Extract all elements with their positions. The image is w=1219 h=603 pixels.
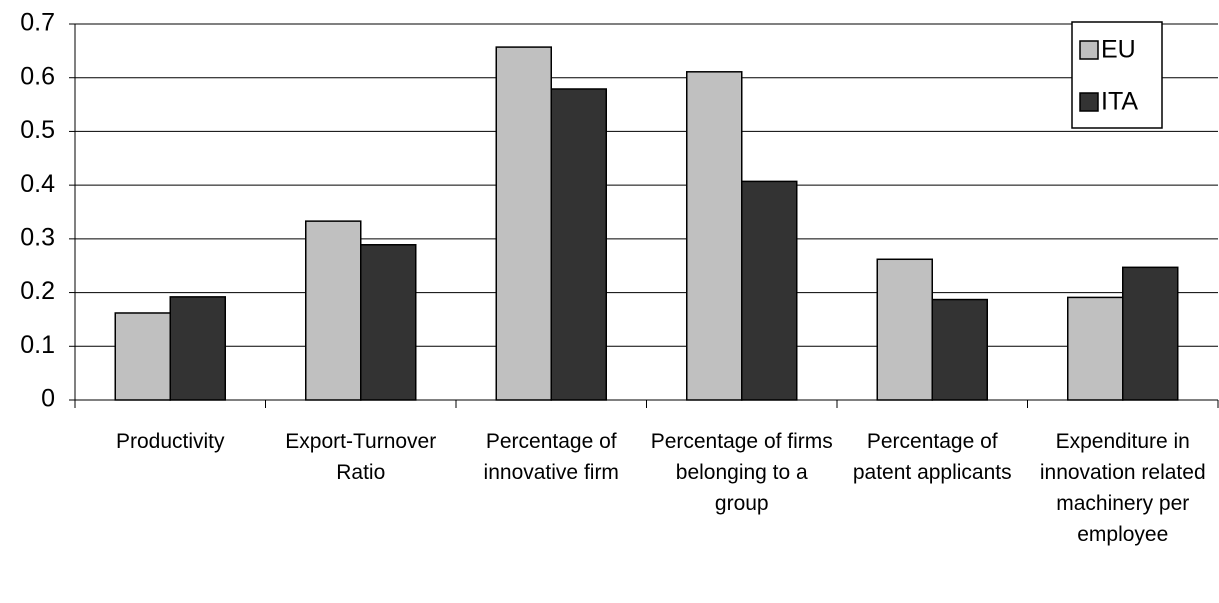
y-tick-label: 0.5 bbox=[20, 116, 55, 144]
y-tick-label: 0.3 bbox=[20, 223, 55, 251]
x-tick-label: Productivity bbox=[115, 430, 225, 453]
bar bbox=[495, 46, 552, 401]
y-tick-label: 0.4 bbox=[20, 170, 55, 198]
x-tick-label: Percentage of firms belonging to a group bbox=[650, 430, 833, 515]
y-tick-label: 0.1 bbox=[20, 331, 55, 359]
legend-label: EU bbox=[1101, 36, 1136, 64]
x-tick-label: Export-Turnover Ratio bbox=[285, 430, 437, 484]
bar bbox=[550, 88, 607, 401]
x-tick-label: Percentage of innovative firm bbox=[483, 430, 619, 484]
bar bbox=[169, 296, 226, 401]
bar bbox=[1122, 266, 1179, 401]
y-tick-label: 0.2 bbox=[20, 277, 55, 305]
bar bbox=[114, 312, 171, 401]
legend-swatch bbox=[1079, 40, 1099, 60]
bar bbox=[931, 298, 988, 401]
bar bbox=[686, 71, 743, 401]
x-tick-label: Expenditure in innovation related machin… bbox=[1039, 430, 1206, 546]
x-tick-label: Percentage of patent applicants bbox=[852, 430, 1012, 484]
legend-label: ITA bbox=[1101, 88, 1138, 116]
y-tick-label: 0.6 bbox=[20, 62, 55, 90]
bar bbox=[741, 180, 798, 401]
y-tick-label: 0 bbox=[41, 385, 55, 413]
legend-swatch bbox=[1079, 92, 1099, 112]
y-tick-label: 0.7 bbox=[20, 9, 55, 37]
bar bbox=[360, 244, 417, 401]
bar bbox=[305, 220, 362, 401]
bar bbox=[1067, 296, 1124, 401]
bar bbox=[876, 258, 933, 401]
